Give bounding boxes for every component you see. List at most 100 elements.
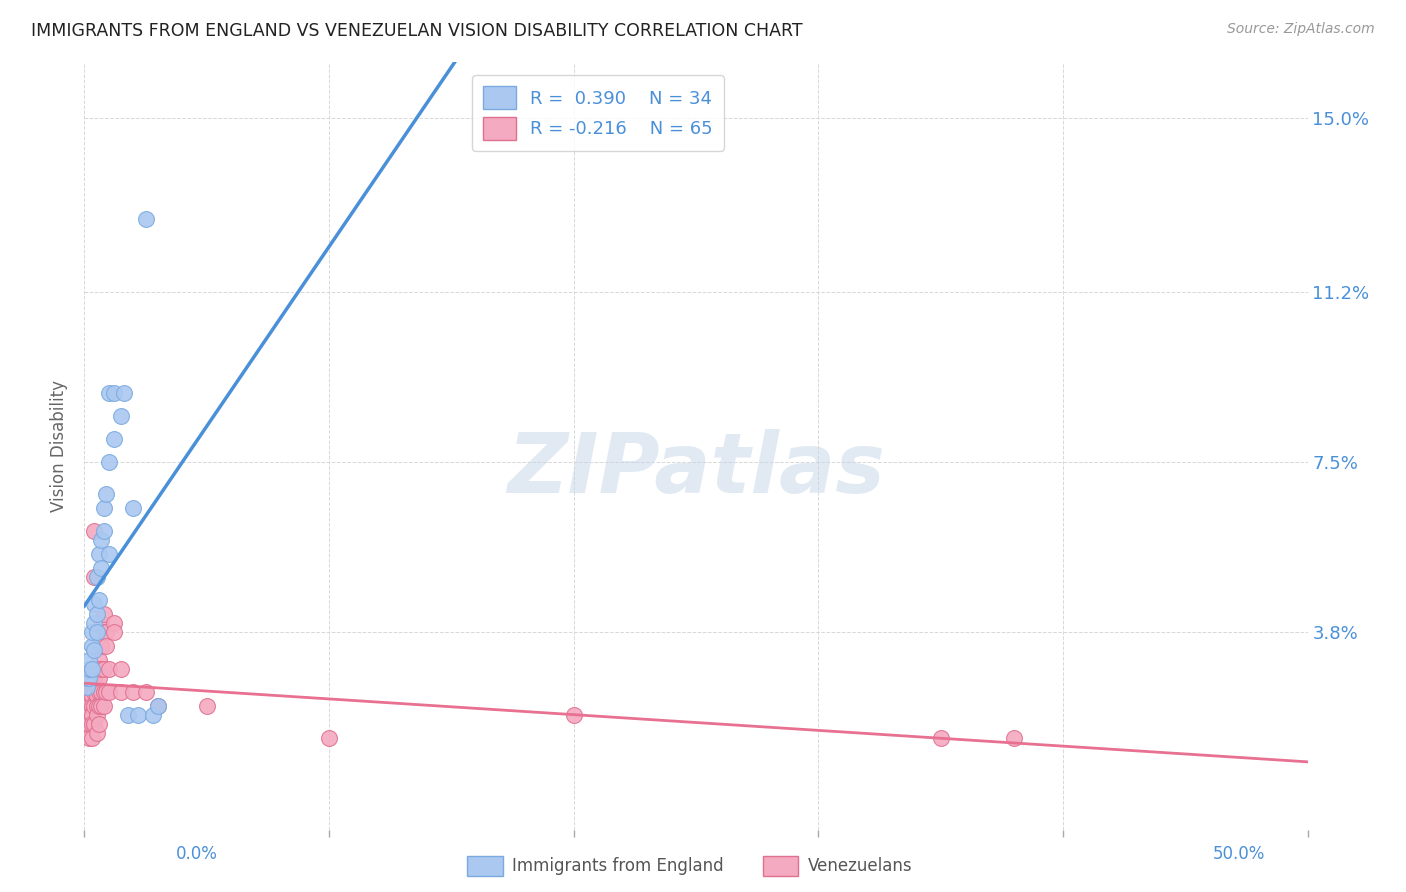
Point [97, 547, 120, 561]
Point [86, 726, 108, 740]
Point [83, 598, 105, 612]
Point [76, 680, 98, 694]
Point [87, 698, 110, 713]
Point [146, 698, 169, 713]
Point [96, 639, 118, 653]
Point [86, 707, 108, 722]
Point [87, 593, 110, 607]
Point [86, 625, 108, 640]
Point [112, 386, 135, 401]
Point [86, 607, 108, 621]
Point [96, 685, 118, 699]
Point [93, 625, 115, 640]
Point [103, 625, 125, 640]
Point [83, 615, 105, 630]
Point [80, 662, 103, 676]
Point [135, 211, 157, 226]
Point [110, 685, 132, 699]
Point [93, 698, 115, 713]
Point [86, 690, 108, 704]
Point [195, 698, 218, 713]
Point [93, 662, 115, 676]
Point [76, 698, 98, 713]
Point [96, 487, 118, 501]
Text: 50.0%: 50.0% [1213, 846, 1265, 863]
Point [90, 615, 112, 630]
Text: Immigrants from England: Immigrants from England [512, 857, 724, 875]
Text: Source: ZipAtlas.com: Source: ZipAtlas.com [1227, 22, 1375, 37]
Point [97, 662, 120, 676]
Point [77, 652, 100, 666]
Point [1002, 731, 1025, 745]
Point [83, 524, 105, 538]
Text: 0.0%: 0.0% [176, 846, 218, 863]
Point [86, 570, 108, 584]
Point [76, 717, 98, 731]
Point [90, 685, 112, 699]
Point [93, 524, 115, 538]
Point [76, 707, 98, 722]
Point [97, 386, 120, 401]
Point [80, 662, 103, 676]
Point [80, 639, 103, 653]
Point [76, 690, 98, 704]
Point [76, 671, 98, 685]
Text: ZIPatlas: ZIPatlas [508, 428, 884, 509]
Point [86, 662, 108, 676]
Point [80, 690, 103, 704]
Point [93, 501, 115, 516]
Point [76, 680, 98, 694]
Point [87, 685, 110, 699]
Point [87, 547, 110, 561]
Point [77, 731, 100, 745]
Point [135, 685, 157, 699]
Point [83, 717, 105, 731]
Point [117, 707, 139, 722]
Point [90, 533, 112, 548]
Point [77, 662, 100, 676]
Point [77, 680, 100, 694]
Point [77, 717, 100, 731]
Point [87, 717, 110, 731]
Point [77, 690, 100, 704]
Point [122, 501, 145, 516]
Point [83, 685, 105, 699]
Point [90, 662, 112, 676]
Text: IMMIGRANTS FROM ENGLAND VS VENEZUELAN VISION DISABILITY CORRELATION CHART: IMMIGRANTS FROM ENGLAND VS VENEZUELAN VI… [31, 22, 803, 40]
Point [146, 698, 169, 713]
Point [83, 643, 105, 657]
Point [80, 671, 103, 685]
Point [110, 409, 132, 424]
Point [77, 698, 100, 713]
Point [80, 625, 103, 640]
Point [127, 707, 149, 722]
Point [83, 698, 105, 713]
Point [86, 698, 108, 713]
Y-axis label: Vision Disability: Vision Disability [51, 380, 69, 512]
Point [103, 615, 125, 630]
Point [103, 386, 125, 401]
Point [93, 607, 115, 621]
Point [142, 707, 165, 722]
Point [96, 625, 118, 640]
Point [110, 662, 132, 676]
Point [93, 685, 115, 699]
Point [80, 698, 103, 713]
Point [122, 685, 145, 699]
Point [83, 671, 105, 685]
Legend: R =  0.390    N = 34, R = -0.216    N = 65: R = 0.390 N = 34, R = -0.216 N = 65 [472, 75, 724, 151]
Point [97, 455, 120, 469]
Point [87, 662, 110, 676]
Point [318, 731, 340, 745]
Point [103, 432, 125, 446]
Point [562, 707, 585, 722]
Point [90, 639, 112, 653]
Point [80, 731, 103, 745]
Point [83, 570, 105, 584]
Text: Venezuelans: Venezuelans [808, 857, 912, 875]
Point [97, 685, 120, 699]
Point [929, 731, 952, 745]
Point [90, 698, 112, 713]
Point [87, 671, 110, 685]
Point [77, 671, 100, 685]
